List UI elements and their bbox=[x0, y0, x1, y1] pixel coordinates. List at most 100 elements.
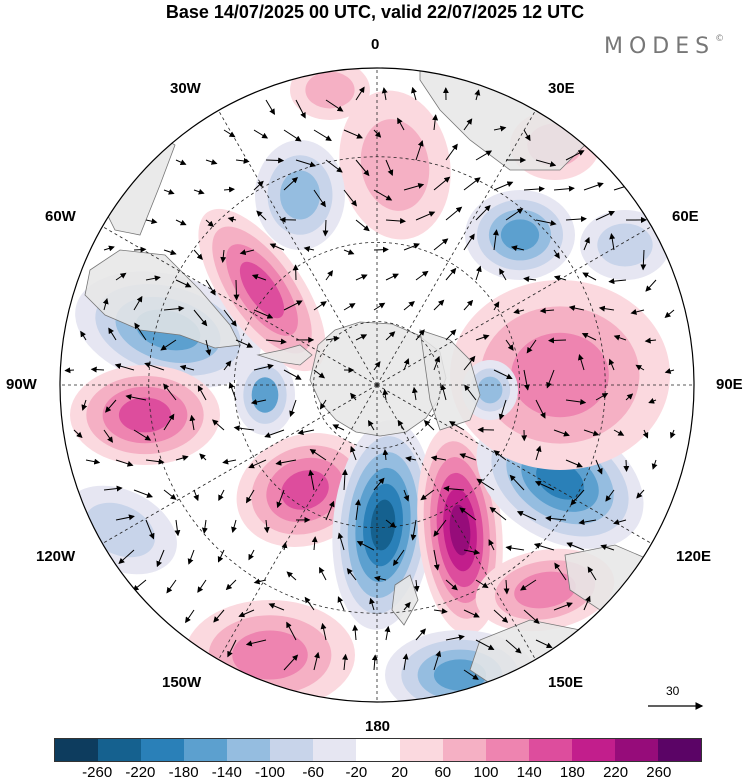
wind-vector bbox=[420, 489, 435, 501]
colorbar-tick-label: 100 bbox=[473, 764, 499, 781]
wind-vector bbox=[80, 330, 87, 341]
wind-vector bbox=[533, 542, 555, 551]
wind-vector bbox=[568, 305, 585, 312]
wind-vector bbox=[553, 602, 573, 611]
wind-vector bbox=[578, 519, 597, 526]
wind-vector bbox=[440, 383, 447, 401]
wind-vector bbox=[309, 448, 327, 461]
wind-vector bbox=[231, 519, 237, 534]
wind-vector bbox=[415, 628, 426, 641]
meridian-line bbox=[376, 384, 652, 544]
wind-vector bbox=[325, 500, 335, 521]
wind-vector bbox=[493, 450, 507, 461]
wind-vector bbox=[493, 609, 509, 623]
wind-vector bbox=[583, 182, 604, 191]
colorbar-segment bbox=[184, 739, 228, 761]
colorbar-segment bbox=[399, 739, 443, 761]
anomaly-contour bbox=[118, 397, 172, 433]
wind-vector bbox=[505, 339, 514, 351]
wind-vector bbox=[73, 429, 83, 439]
wind-vector bbox=[343, 303, 356, 311]
wind-vector bbox=[523, 276, 537, 283]
meridian-line bbox=[102, 384, 378, 544]
colorbar-segment bbox=[55, 739, 99, 761]
anomaly-contour bbox=[449, 504, 471, 556]
wind-vector bbox=[275, 459, 297, 466]
wind-vector bbox=[410, 519, 417, 541]
colorbar bbox=[54, 738, 702, 762]
wind-vector bbox=[664, 368, 675, 374]
wind-vector bbox=[235, 157, 250, 164]
wind-vector bbox=[286, 571, 297, 581]
wind-vector bbox=[350, 445, 357, 461]
wind-vector bbox=[263, 519, 270, 534]
wind-vector bbox=[415, 211, 436, 221]
wind-vector bbox=[223, 129, 236, 138]
wind-vector bbox=[313, 129, 332, 141]
wind-vector bbox=[223, 360, 232, 371]
wind-vector bbox=[625, 393, 634, 401]
wind-vector bbox=[193, 249, 203, 261]
lon-label-60w: 60W bbox=[45, 208, 76, 225]
wind-vector bbox=[475, 334, 490, 341]
wind-vector bbox=[248, 459, 267, 469]
wind-vector bbox=[635, 364, 645, 371]
wind-vector bbox=[343, 189, 357, 207]
wind-vector bbox=[145, 218, 158, 225]
wind-vector bbox=[265, 99, 275, 115]
polar-map bbox=[59, 67, 695, 703]
wind-vector bbox=[228, 382, 237, 401]
wind-vector bbox=[355, 86, 365, 101]
wind-vector bbox=[350, 392, 357, 401]
wind-vector bbox=[385, 331, 396, 341]
wind-vector bbox=[163, 249, 177, 256]
wind-vector bbox=[133, 295, 143, 311]
wind-vector bbox=[115, 514, 135, 521]
wind-vector bbox=[268, 603, 285, 611]
wind-vector bbox=[463, 118, 473, 131]
wind-vector bbox=[463, 233, 475, 251]
colorbar-tick-label: -20 bbox=[345, 764, 368, 781]
wind-vector bbox=[648, 398, 657, 404]
wind-vector bbox=[265, 338, 287, 345]
wind-vector bbox=[325, 99, 344, 112]
wind-vector bbox=[475, 639, 495, 650]
colorbar-tick-label: -140 bbox=[211, 764, 242, 781]
wind-vector bbox=[281, 541, 288, 551]
wind-vector bbox=[513, 308, 525, 315]
wind-vector bbox=[218, 489, 225, 502]
wind-vector bbox=[156, 549, 165, 568]
wind-vector bbox=[565, 398, 587, 405]
wind-vector bbox=[459, 507, 477, 521]
wind-vector bbox=[547, 337, 567, 344]
wind-vector bbox=[253, 363, 274, 371]
wind-vector bbox=[319, 399, 327, 410]
wind-vector bbox=[546, 369, 555, 389]
meridian-line bbox=[376, 226, 652, 386]
graticule bbox=[60, 68, 694, 702]
wind-vector bbox=[583, 429, 600, 437]
colorbar-tick-label: 60 bbox=[434, 764, 452, 781]
wind-vector bbox=[413, 579, 420, 593]
wind-vector bbox=[433, 299, 445, 311]
wind-vector bbox=[313, 189, 326, 208]
wind-vector bbox=[493, 369, 513, 380]
colorbar-segment bbox=[442, 739, 486, 761]
wind-vector bbox=[535, 159, 557, 167]
wind-vector bbox=[595, 393, 609, 401]
wind-vector bbox=[308, 469, 315, 491]
wind-vector bbox=[175, 455, 189, 461]
wind-vector bbox=[565, 459, 583, 468]
wind-vector bbox=[636, 489, 645, 499]
wind-vector bbox=[535, 445, 542, 461]
wind-vector bbox=[283, 177, 298, 191]
wind-vector bbox=[356, 541, 375, 551]
wind-vector bbox=[489, 506, 507, 521]
wind-vector bbox=[205, 159, 218, 165]
wind-vector bbox=[577, 353, 585, 371]
wind-vector bbox=[430, 455, 447, 462]
wind-vector bbox=[373, 246, 389, 253]
wind-vector bbox=[265, 157, 285, 164]
wind-vector bbox=[227, 639, 237, 658]
wind-vector bbox=[160, 339, 177, 351]
